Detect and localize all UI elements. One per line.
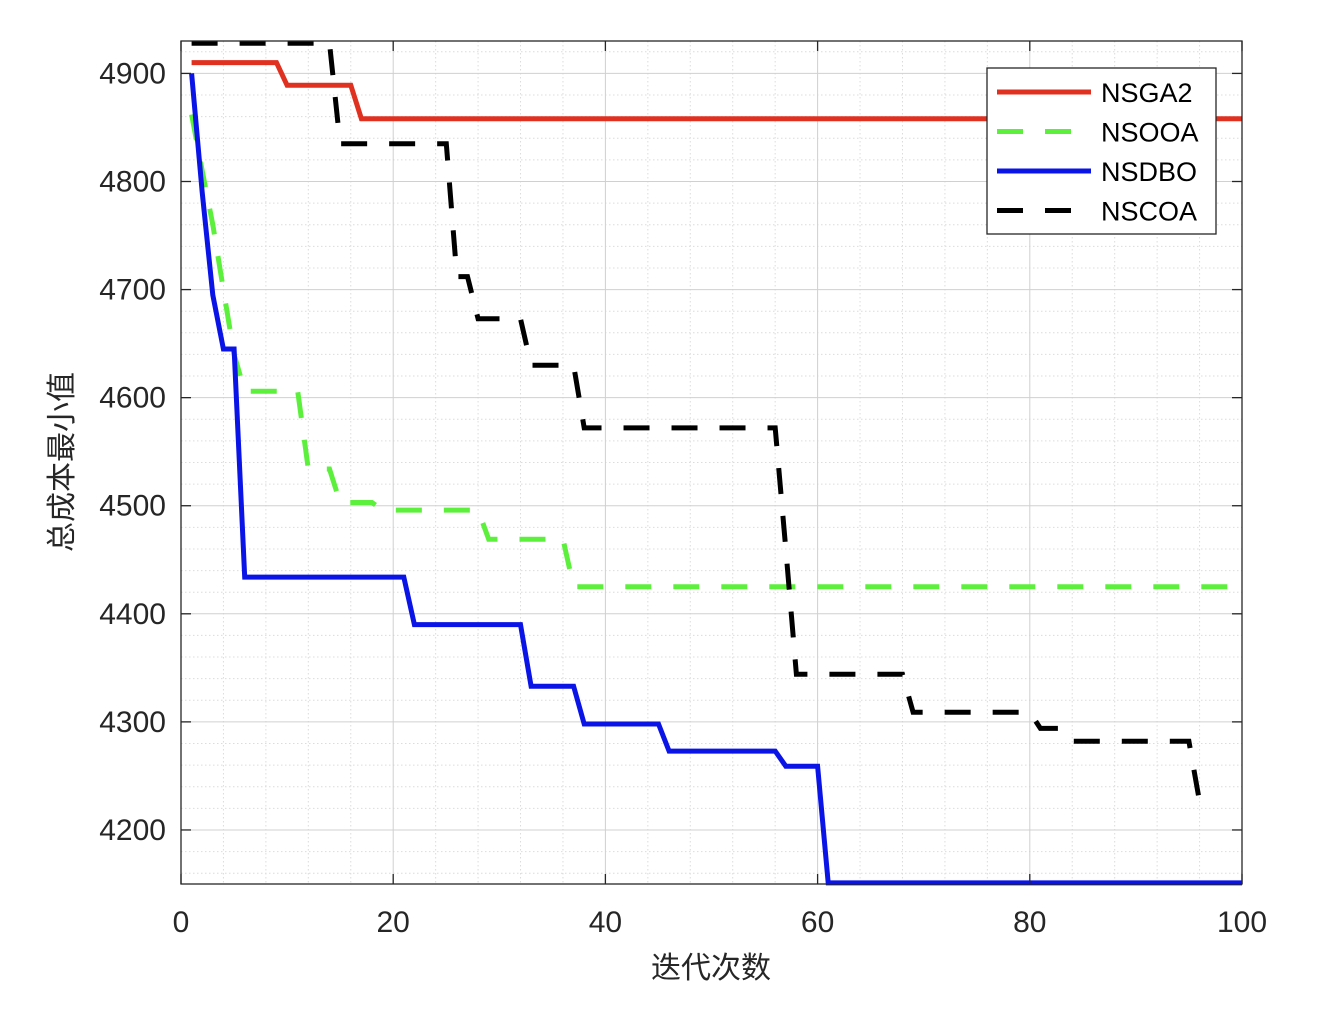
ticks [180,41,1243,884]
legend-label-nsdbo: NSDBO [1101,157,1197,187]
legend: NSGA2 NSOOA NSDBO NSCOA [986,67,1217,235]
legend-label-nscoa: NSCOA [1101,197,1197,227]
x-tick-label: 80 [1013,906,1046,939]
x-tick-label: 20 [377,906,410,939]
legend-label-nsooa: NSOOA [1101,118,1199,148]
y-axis-title: 总成本最小值 [45,372,80,552]
legend-label-nsga2: NSGA2 [1101,78,1193,108]
y-tick-label: 4200 [99,814,166,847]
series-line-nsdbo [189,73,1242,886]
x-tick-labels: 0 20 40 60 80 100 [173,906,1267,939]
y-tick-label: 4600 [99,382,166,415]
series-line-nsooa [189,114,1242,590]
x-tick-label: 40 [589,906,622,939]
x-tick-label: 0 [173,906,190,939]
x-axis-title: 迭代次数 [651,951,771,986]
plot-frame [180,40,1243,885]
x-tick-label: 60 [801,906,834,939]
y-tick-label: 4700 [99,274,166,307]
y-tick-label: 4500 [99,490,166,523]
y-tick-label: 4400 [99,598,166,631]
series-line-nsga2 [191,60,1242,122]
y-tick-label: 4900 [99,57,166,90]
y-tick-labels: 4200 4300 4400 4500 4600 4700 4800 4900 [99,57,166,847]
y-tick-label: 4300 [99,706,166,739]
series-line-nscoa [191,40,1211,805]
legend-box [986,67,1217,235]
x-tick-label: 100 [1217,906,1267,939]
y-tick-label: 4800 [99,166,166,199]
series-layer [189,40,1242,886]
